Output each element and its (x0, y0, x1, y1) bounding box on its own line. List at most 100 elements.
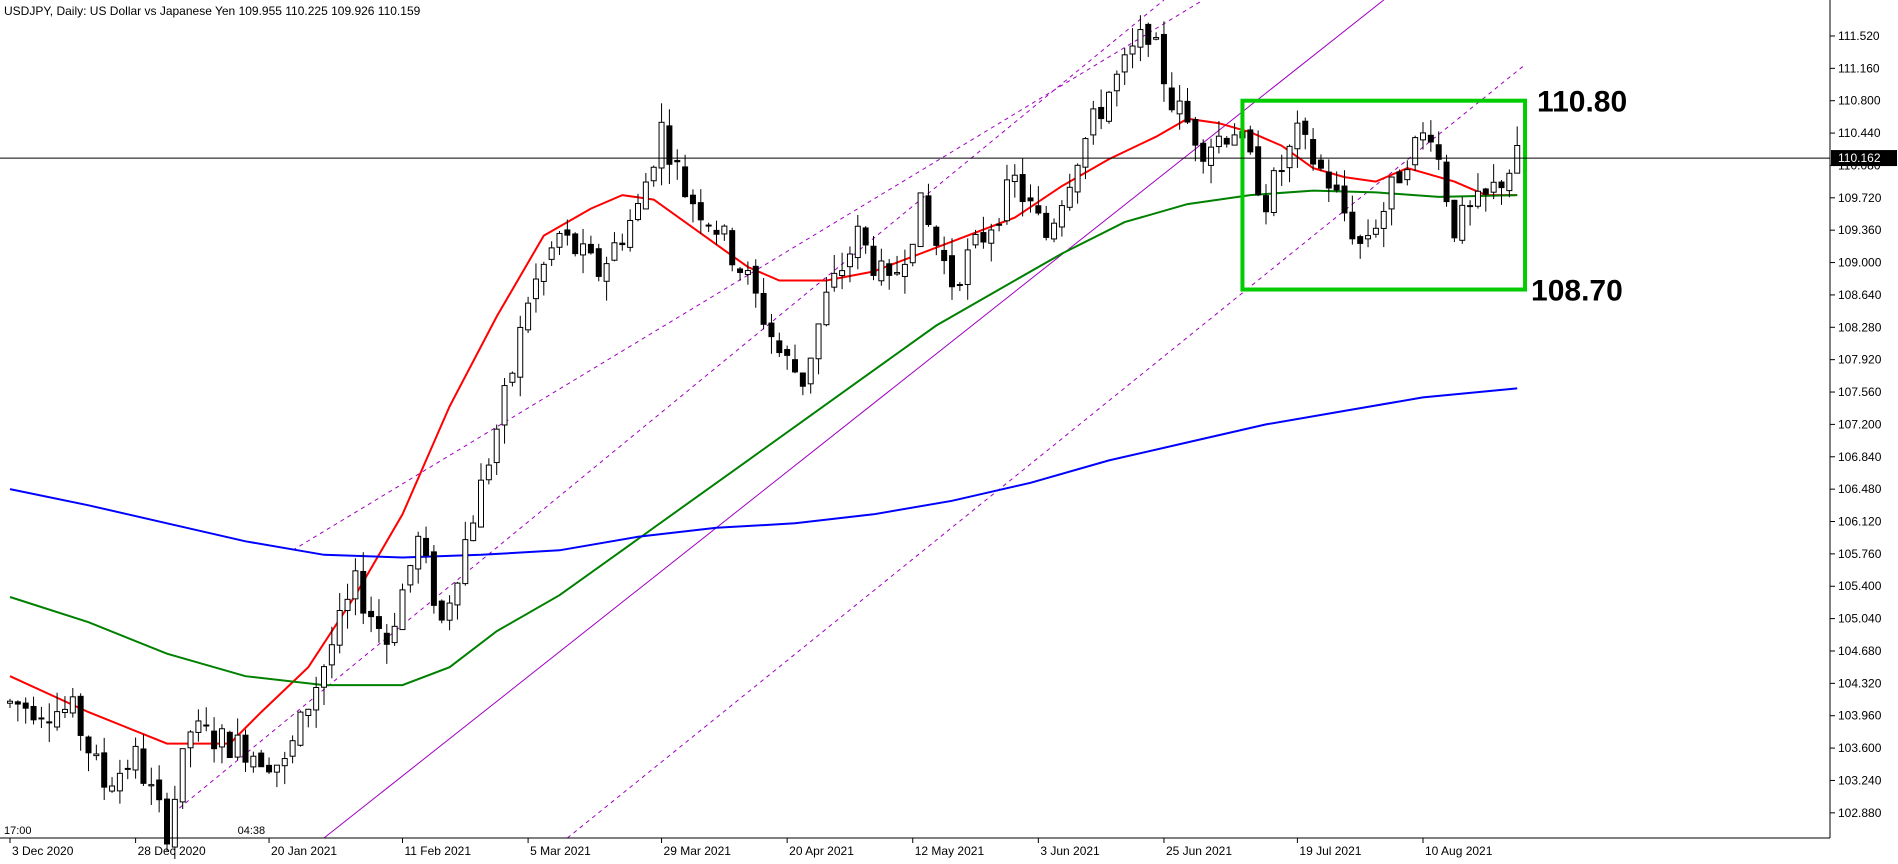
candle-body (1263, 195, 1269, 213)
x-tick-label: 25 Jun 2021 (1166, 844, 1232, 858)
candle-body (815, 323, 822, 360)
moving-averages (9, 117, 1518, 745)
candle-body (1027, 197, 1034, 202)
y-tick-label: 110.800 (1838, 94, 1881, 108)
candle-body (195, 720, 202, 733)
y-tick-label: 103.240 (1838, 773, 1882, 787)
y-tick-label: 106.120 (1838, 515, 1882, 529)
candle-body (956, 284, 963, 287)
candle-body (1019, 174, 1026, 203)
candle-body (878, 260, 885, 282)
candle-body (501, 385, 508, 426)
candle-body (831, 272, 838, 288)
candle-body (1396, 171, 1403, 184)
candle-body (1333, 184, 1340, 191)
y-tick-label: 105.040 (1838, 612, 1882, 626)
candle-body (1090, 108, 1097, 136)
candle-body (273, 764, 280, 773)
candle-body (478, 479, 484, 528)
candle-body (1443, 161, 1450, 203)
candle-body (650, 166, 657, 182)
channel-line[interactable] (323, 0, 1385, 839)
channel-line[interactable] (567, 64, 1526, 839)
x-tick-label: 20 Jan 2021 (271, 844, 337, 858)
candle-body (776, 340, 783, 354)
y-tick-label: 104.320 (1838, 676, 1882, 690)
candle-body (799, 372, 806, 387)
candle-body (917, 192, 924, 248)
candle-body (1051, 222, 1058, 240)
candle-body (1058, 205, 1065, 228)
x-tick-label: 20 Apr 2021 (789, 844, 854, 858)
candle-body (1074, 164, 1081, 193)
current-price-badge (1831, 150, 1897, 167)
candle-body (61, 708, 68, 713)
x-tick-label: 5 Mar 2021 (530, 844, 591, 858)
y-tick-label: 107.200 (1838, 417, 1882, 431)
y-tick-label: 109.720 (1838, 191, 1882, 205)
y-tick-label: 107.920 (1838, 353, 1882, 367)
candle-body (972, 233, 979, 246)
y-tick-label: 102.880 (1838, 806, 1882, 820)
candle-body (1404, 169, 1411, 181)
candle-body (619, 242, 626, 246)
candle-body (949, 255, 955, 288)
range-box[interactable] (1240, 98, 1528, 292)
candle-body (705, 224, 712, 227)
candle-body (124, 767, 131, 770)
candle-body (69, 696, 76, 714)
candle-body (485, 464, 492, 481)
candle-body (737, 268, 744, 273)
x-tick-label: 12 May 2021 (915, 844, 985, 858)
chart-header: USDJPY, Daily: US Dollar vs Japanese Yen… (4, 4, 421, 18)
candle-body (1286, 145, 1293, 169)
candle-body (1003, 179, 1010, 222)
ma-line (9, 117, 1518, 745)
lower-level-label: 108.70 (1531, 275, 1623, 308)
candle-body (587, 243, 594, 254)
candle-body (470, 522, 477, 542)
candle-body (1294, 122, 1301, 150)
candle-body (1482, 188, 1489, 195)
candle-body (132, 745, 139, 771)
candle-body (7, 700, 13, 704)
candle-body (1208, 146, 1215, 166)
candle-body (509, 372, 516, 383)
x-tick-label: 28 Dec 2020 (138, 844, 206, 858)
candle-body (305, 708, 312, 717)
candle-body (713, 229, 720, 235)
candle-body (289, 740, 296, 757)
candle-body (14, 701, 21, 705)
candle-body (336, 610, 343, 646)
candle-body (218, 728, 225, 748)
candle-body (101, 752, 108, 788)
y-tick-label: 105.400 (1838, 579, 1882, 593)
candle-body (344, 598, 351, 612)
y-tick-label: 108.640 (1838, 288, 1882, 302)
candle-body (635, 203, 641, 221)
candle-body (38, 717, 45, 720)
candle-body (22, 702, 29, 709)
y-tick-label: 109.360 (1838, 223, 1882, 237)
candle-body (784, 349, 791, 356)
channel-line[interactable] (166, 0, 1165, 819)
candle-body (313, 687, 320, 711)
candle-body (1011, 174, 1018, 183)
y-tick-label: 107.560 (1838, 385, 1882, 399)
candle-body (77, 695, 84, 736)
candle-body (1349, 211, 1356, 240)
y-tick-label: 106.840 (1838, 450, 1882, 464)
candle-body (744, 270, 751, 275)
candle-body (894, 272, 901, 275)
candle-body (30, 705, 37, 721)
trend-channel[interactable] (166, 0, 1526, 839)
candle-body (1137, 29, 1144, 48)
range-zone[interactable]: 110.80 108.70 (1240, 86, 1627, 308)
candle-body (1435, 144, 1442, 160)
candle-body (1129, 45, 1136, 55)
x-tick-label: 19 Jul 2021 (1299, 844, 1361, 858)
candle-body (1278, 170, 1285, 173)
